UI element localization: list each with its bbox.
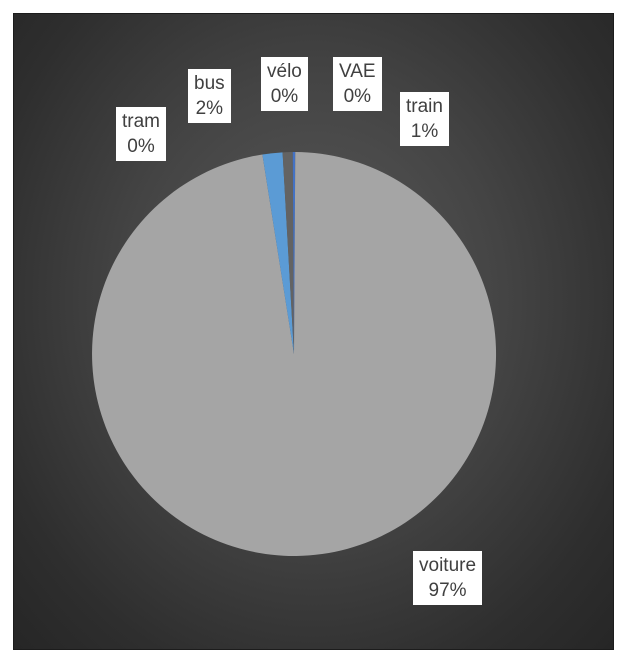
- slice-percent-label: 0%: [127, 136, 155, 157]
- data-label-tram: tram 0%: [116, 107, 166, 161]
- pie-slice-voiture: [92, 152, 497, 556]
- slice-percent-label: 97%: [428, 580, 467, 601]
- pie-slice-v-lo: [282, 152, 294, 354]
- slice-category-label: bus: [194, 73, 225, 94]
- data-label-bus: bus 2%: [188, 69, 231, 123]
- pie-slice-vae: [292, 151, 294, 354]
- pie-slice-bus: [262, 152, 294, 354]
- data-label-train: train 1%: [400, 92, 449, 146]
- slice-percent-label: 1%: [410, 121, 439, 142]
- pie-slice-train: [294, 151, 296, 354]
- slice-category-label: voiture: [419, 555, 477, 576]
- slice-category-label: vélo: [267, 61, 302, 82]
- data-label-vae: VAE 0%: [333, 57, 382, 111]
- slice-category-label: tram: [122, 111, 160, 132]
- slice-percent-label: 0%: [343, 86, 372, 107]
- slice-category-label: VAE: [339, 61, 376, 82]
- slice-percent-label: 0%: [270, 86, 299, 107]
- data-label-voiture: voiture 97%: [413, 551, 483, 605]
- slice-category-label: train: [406, 96, 443, 117]
- slice-percent-label: 2%: [195, 98, 224, 119]
- data-label-v-lo: vélo 0%: [261, 57, 308, 111]
